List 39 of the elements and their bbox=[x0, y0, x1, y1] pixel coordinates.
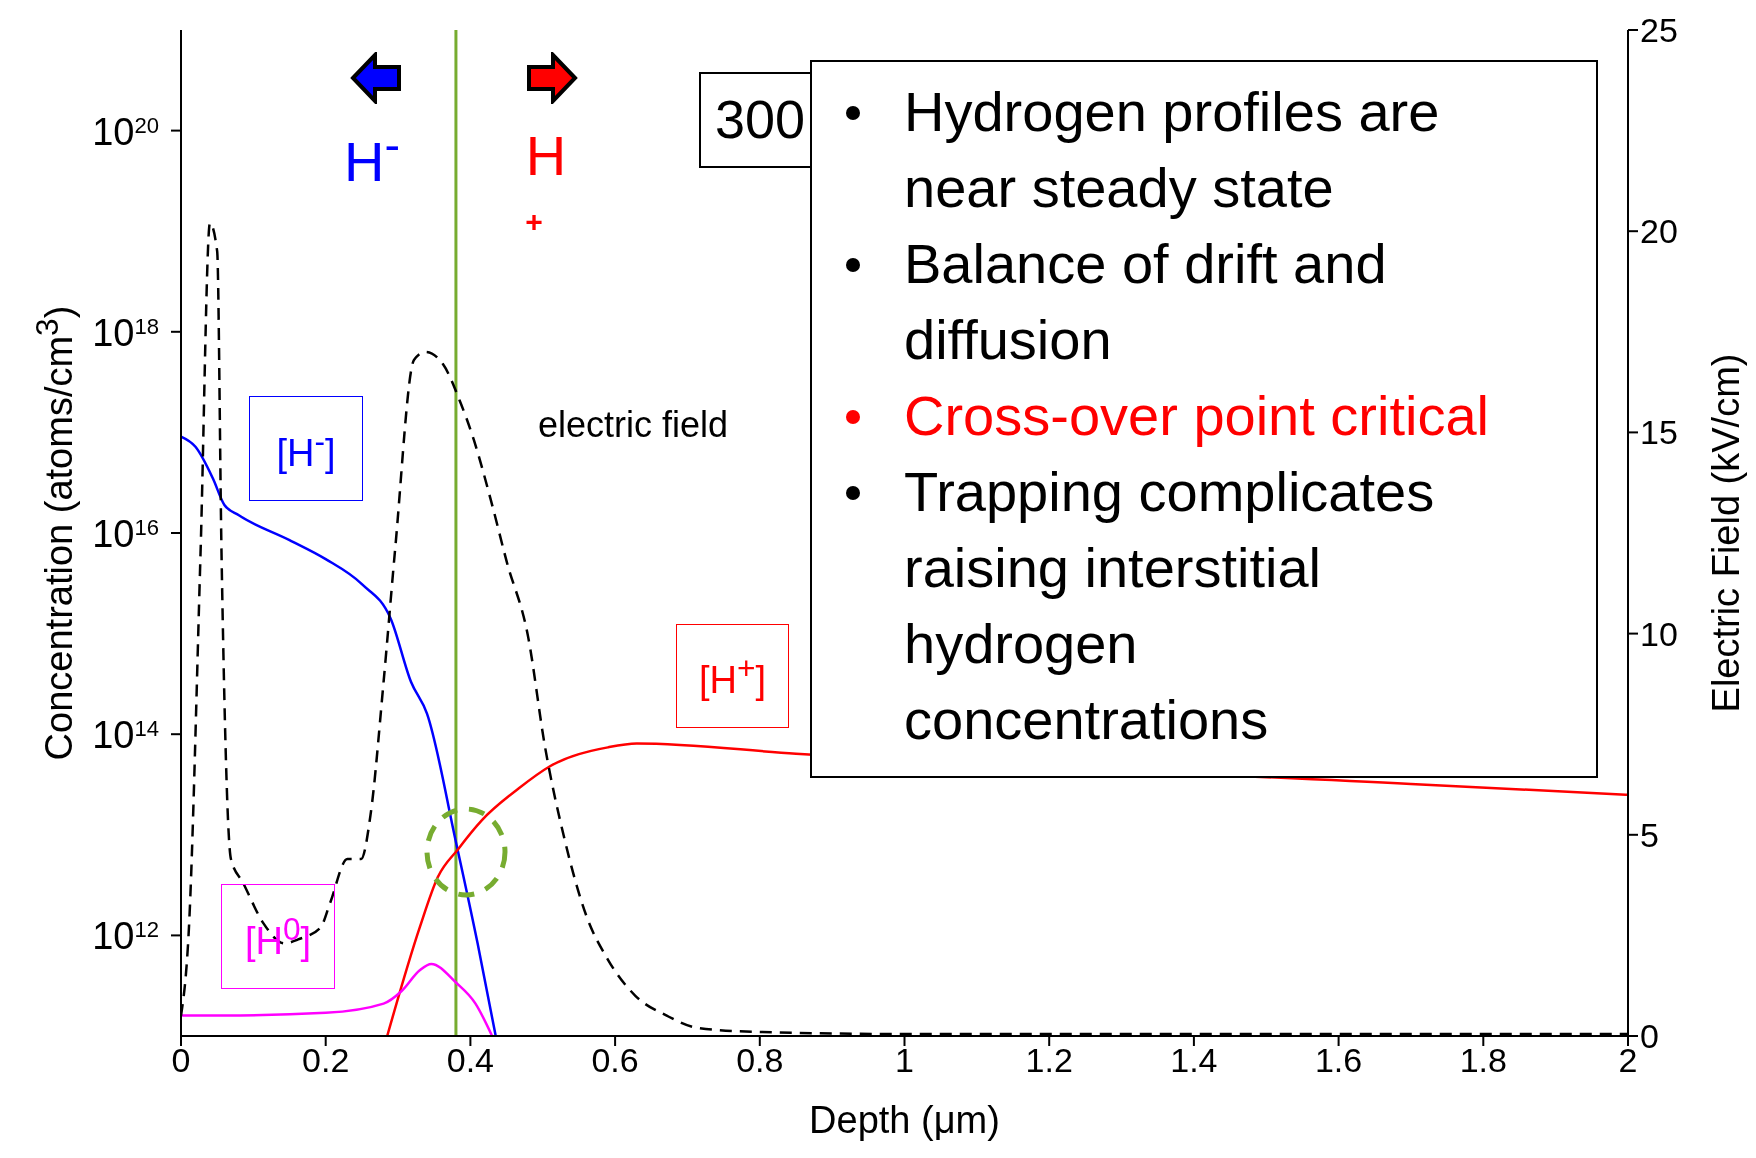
annotation: Hydrogen profiles are near steady state bbox=[904, 79, 1441, 221]
series-label: electric field bbox=[537, 404, 729, 446]
y-tick-label: 10$^{14}$ bbox=[92, 714, 159, 757]
x-tick-label: 1 bbox=[895, 1041, 914, 1080]
y2-tick-label: 0 bbox=[1640, 1017, 1659, 1056]
y2-axis-title: Electric Field (kV/cm) bbox=[1704, 353, 1748, 713]
x-tick-label: 0.2 bbox=[302, 1041, 350, 1080]
y-tick-label: 10$^{20}$ bbox=[92, 110, 159, 153]
x-tick-label: 0 bbox=[171, 1041, 191, 1080]
x-axis-title: Depth (μm) bbox=[809, 1098, 1000, 1142]
x-tick-label: 1.2 bbox=[1025, 1041, 1073, 1080]
line-series bbox=[181, 962, 494, 1036]
y-tick-label: 10$^{12}$ bbox=[92, 915, 159, 958]
y2-tick-label: 20 bbox=[1640, 212, 1678, 251]
x-tick-label: 2 bbox=[1618, 1041, 1638, 1080]
annotation: H bbox=[525, 124, 567, 187]
y2-tick-label: 15 bbox=[1640, 413, 1678, 452]
annotation: Cross-over point critical bbox=[904, 383, 1491, 449]
series-label: [H$^{+}$] bbox=[698, 650, 767, 702]
y2-tick-label: 10 bbox=[1640, 614, 1678, 653]
x-tick-label: 1.8 bbox=[1459, 1041, 1507, 1080]
x-tick-label: 0.8 bbox=[736, 1041, 784, 1080]
line-series bbox=[181, 435, 497, 1036]
annotation: Trapping complicates raising interstitial hydrogen concentrations bbox=[904, 459, 1436, 753]
x-tick-label: 1.4 bbox=[1170, 1041, 1218, 1080]
series-label: [H$^{-}$] bbox=[276, 422, 336, 475]
y-tick-label: 10$^{16}$ bbox=[92, 513, 159, 555]
annotation: + bbox=[525, 205, 543, 238]
y2-tick-label: 25 bbox=[1640, 11, 1678, 50]
y2-tick-label: 5 bbox=[1640, 815, 1659, 854]
annotation: 300 bbox=[715, 89, 806, 149]
series-label: [H$^{0}$] bbox=[244, 910, 312, 963]
x-tick-label: 1.6 bbox=[1314, 1041, 1363, 1080]
text-box: 300 bbox=[699, 72, 810, 168]
y-tick-label: 10$^{18}$ bbox=[92, 311, 159, 354]
annotation: H$^{-}$ bbox=[344, 119, 400, 193]
x-tick-label: 0.4 bbox=[446, 1041, 495, 1080]
annotation: Balance of drift and diffusion bbox=[904, 231, 1388, 373]
x-tick-label: 0.6 bbox=[591, 1041, 639, 1080]
